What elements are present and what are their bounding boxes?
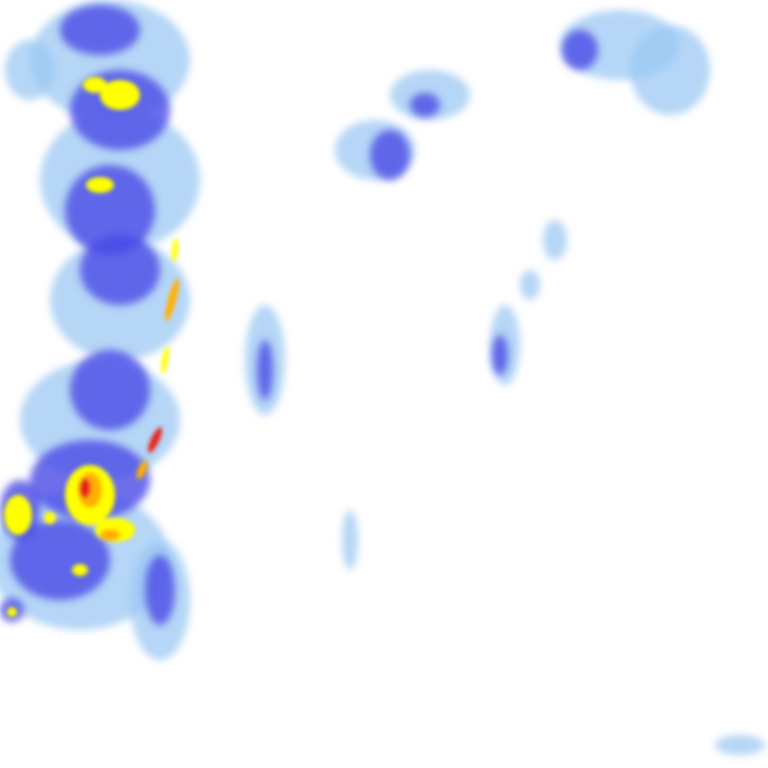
light-rain-area bbox=[342, 510, 358, 570]
light-rain-area bbox=[543, 220, 567, 260]
moderate-rain-area bbox=[10, 520, 110, 600]
heavy-rain-cell bbox=[72, 564, 88, 576]
moderate-rain-area bbox=[257, 340, 273, 400]
squall-line-segment bbox=[161, 346, 169, 374]
heavy-rain-cell bbox=[79, 478, 91, 498]
moderate-rain-area bbox=[80, 235, 160, 305]
moderate-rain-area bbox=[70, 350, 150, 430]
squall-line-segment bbox=[136, 460, 148, 480]
moderate-rain-area bbox=[562, 30, 598, 70]
light-rain-area bbox=[520, 270, 540, 300]
light-rain-area bbox=[715, 735, 765, 755]
heavy-rain-cell bbox=[100, 529, 120, 541]
light-rain-area bbox=[5, 40, 55, 100]
heavy-rain-cell bbox=[86, 177, 114, 193]
squall-line-segment bbox=[165, 278, 179, 322]
heavy-rain-cell bbox=[44, 512, 56, 524]
moderate-rain-area bbox=[492, 335, 508, 375]
moderate-rain-area bbox=[60, 5, 140, 55]
heavy-rain-cell bbox=[4, 495, 32, 535]
heavy-rain-cell bbox=[83, 77, 107, 93]
squall-line-segment bbox=[148, 427, 162, 453]
moderate-rain-area bbox=[410, 93, 440, 117]
heavy-precipitation-areas bbox=[4, 77, 179, 617]
moderate-rain-area bbox=[145, 555, 175, 625]
light-rain-area bbox=[630, 25, 710, 115]
heavy-rain-cell bbox=[7, 607, 17, 617]
moderate-rain-area bbox=[370, 130, 410, 180]
squall-line-segment bbox=[171, 238, 179, 262]
heavy-rain-cell bbox=[100, 80, 140, 110]
